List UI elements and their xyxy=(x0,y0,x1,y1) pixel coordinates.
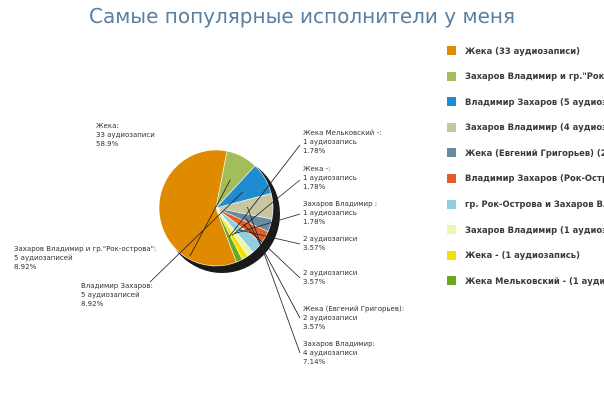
slice-label: 1 аудиозапись xyxy=(303,209,357,217)
slice-label: 8.92% xyxy=(14,263,37,271)
legend-swatch xyxy=(447,71,456,81)
slice-label: 1.78% xyxy=(303,183,326,191)
slice-label: 5 аудиозаписей xyxy=(81,291,140,299)
slice-label: 4 аудиозаписи xyxy=(303,349,357,357)
legend-swatch xyxy=(447,173,456,183)
slice-label: Владимир Захаров: xyxy=(81,282,153,290)
slice-leader-line xyxy=(228,144,301,238)
slice-label: Захаров Владимир : xyxy=(303,200,377,208)
legend-label: гр. Рок-Острова и Захаров Владимир (2 ау… xyxy=(465,199,604,210)
legend-swatch xyxy=(447,46,456,55)
slice-label: 2 аудиозаписи xyxy=(303,235,357,243)
slice-label: Жека: xyxy=(96,122,119,130)
slice-label: 2 аудиозаписи xyxy=(303,269,357,277)
slice-leader-line xyxy=(245,217,301,319)
legend-label: Владимир Захаров (5 аудиозаписей) xyxy=(465,96,604,107)
legend-item: Жека (33 аудиозаписи) xyxy=(447,40,604,61)
legend: Жека (33 аудиозаписи) Захаров Владимир и … xyxy=(447,40,604,296)
legend-label: Захаров Владимир (4 аудиозаписи) xyxy=(465,122,604,133)
legend-swatch xyxy=(447,148,456,158)
slice-label: 1.78% xyxy=(303,147,326,155)
slice-label: 3.57% xyxy=(303,278,326,286)
slice-label: Жека -: xyxy=(303,165,330,173)
slice-label: 2 аудиозаписи xyxy=(303,314,357,322)
legend-swatch xyxy=(447,97,456,107)
legend-item: Захаров Владимир (4 аудиозаписи) xyxy=(447,117,604,138)
slice-label: 8.92% xyxy=(81,300,104,308)
legend-swatch xyxy=(447,225,456,235)
slice-leader-line xyxy=(231,179,301,236)
slice-label: 7.14% xyxy=(303,358,326,366)
slice-leader-line xyxy=(246,206,301,354)
legend-swatch xyxy=(447,122,456,132)
chart-title: Самые популярные исполнители у меня xyxy=(89,4,515,28)
legend-swatch xyxy=(447,276,456,286)
slice-leader-line xyxy=(149,191,244,283)
legend-label: Жека (Евгений Григорьев) (2 аудиозаписи) xyxy=(465,147,604,158)
legend-item: Жека (Евгений Григорьев) (2 аудиозаписи) xyxy=(447,142,604,163)
slice-label: 1 аудиозапись xyxy=(303,138,357,146)
legend-label: Владимир Захаров (Рок-Острова) (2 аудиоз… xyxy=(465,173,604,184)
slice-label: 3.57% xyxy=(303,323,326,331)
slice-label: 3.57% xyxy=(303,244,326,252)
slice-label: 33 аудиозаписи xyxy=(96,131,155,139)
legend-label: Жека Мельковский - (1 аудиозапись) xyxy=(465,275,604,286)
legend-label: Захаров Владимир и гр."Рок-острова" (5 а… xyxy=(465,71,604,82)
slice-leader-line xyxy=(234,213,301,234)
pie-slice xyxy=(158,149,237,267)
legend-label: Захаров Владимир (1 аудиозапись) xyxy=(465,224,604,235)
slice-label: 58.9% xyxy=(96,140,119,148)
legend-item: Захаров Владимир и гр."Рок-острова" (5 а… xyxy=(447,66,604,87)
slice-label: Жека (Евгений Григорьев): xyxy=(303,305,404,313)
legend-label: Жека - (1 аудиозапись) xyxy=(465,250,580,261)
legend-item: Жека Мельковский - (1 аудиозапись) xyxy=(447,270,604,291)
slice-leader-line xyxy=(189,179,231,257)
slice-label: Жека Мельковский -: xyxy=(303,129,381,137)
pie-slice xyxy=(215,207,243,263)
slice-leader-line xyxy=(238,229,301,245)
slice-label: Захаров Владимир и гр."Рок-острова": xyxy=(14,245,156,253)
legend-item: Жека - (1 аудиозапись) xyxy=(447,245,604,266)
slice-label: 1.78% xyxy=(303,218,326,226)
legend-item: гр. Рок-Острова и Захаров Владимир (2 ау… xyxy=(447,194,604,215)
legend-swatch xyxy=(447,250,456,260)
slice-label: 5 аудиозаписей xyxy=(14,254,73,262)
slice-label: Захаров Владимир: xyxy=(303,340,375,348)
legend-label: Жека (33 аудиозаписи) xyxy=(465,45,580,56)
legend-item: Владимир Захаров (5 аудиозаписей) xyxy=(447,91,604,112)
legend-item: Владимир Захаров (Рок-Острова) (2 аудиоз… xyxy=(447,168,604,189)
legend-swatch xyxy=(447,199,456,209)
slice-label: 1 аудиозапись xyxy=(303,174,357,182)
legend-item: Захаров Владимир (1 аудиозапись) xyxy=(447,219,604,240)
